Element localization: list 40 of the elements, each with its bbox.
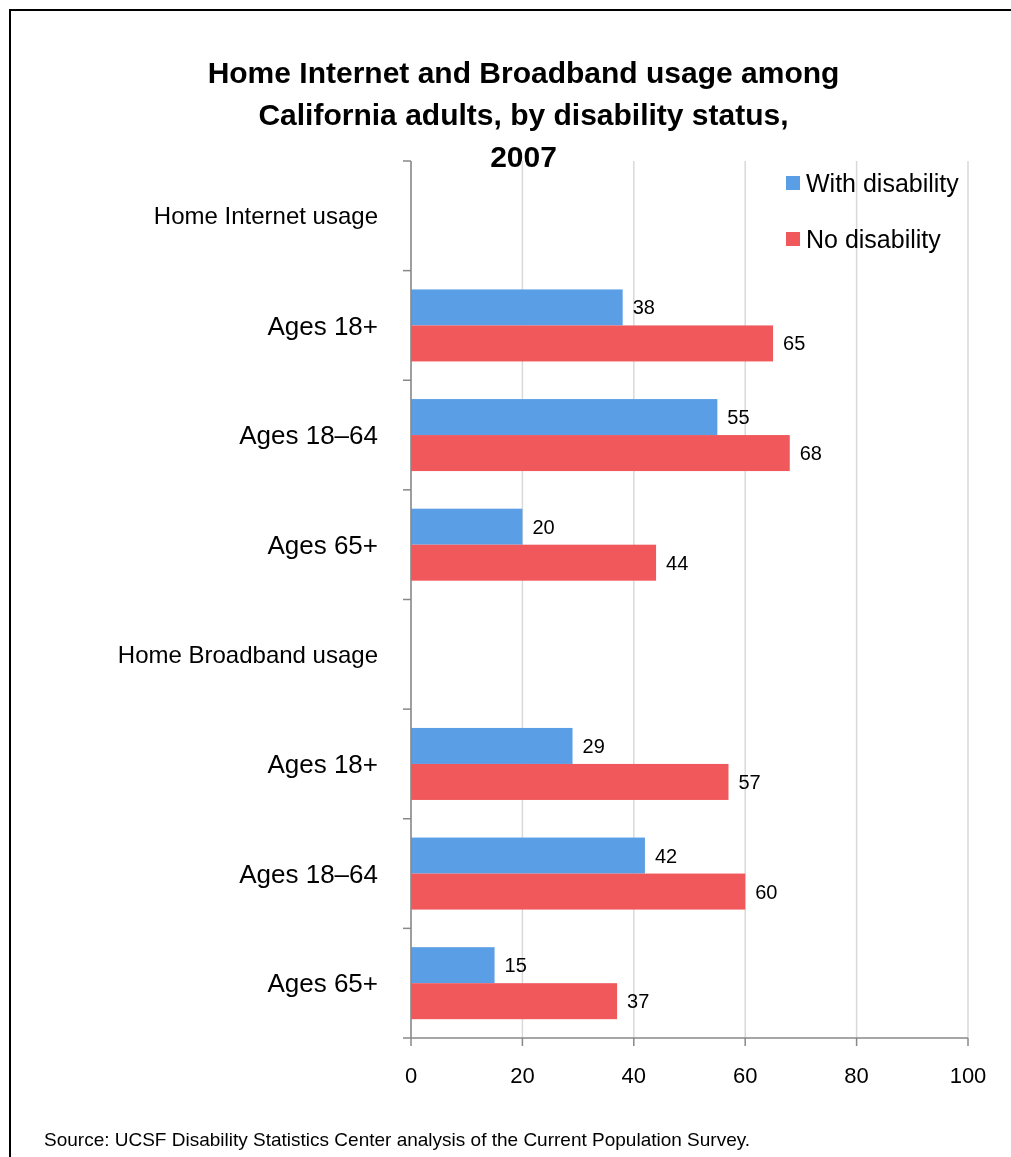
legend-label: No disability (806, 224, 942, 253)
y-tick-label: Ages 18+ (267, 749, 378, 780)
bar (411, 435, 790, 472)
data-label: 60 (755, 880, 778, 903)
bar (411, 399, 718, 436)
y-tick-label: Ages 18–64 (239, 858, 378, 889)
bar (411, 508, 523, 545)
data-label: 29 (582, 734, 605, 757)
x-tick-label: 40 (621, 1063, 647, 1088)
source-note: Source: UCSF Disability Statistics Center analysis of the Current Population Survey. (44, 1129, 751, 1150)
bar (411, 947, 495, 984)
data-label: 65 (783, 332, 806, 355)
x-tick-label: 80 (844, 1063, 869, 1088)
data-label: 38 (632, 296, 655, 319)
x-tick-label: 20 (510, 1063, 535, 1088)
data-label: 44 (666, 551, 689, 574)
y-tick-label: Ages 18–64 (239, 420, 378, 451)
y-tick-label: Home Broadband usage (117, 640, 378, 668)
bar (411, 983, 618, 1020)
y-tick-label: Ages 65+ (267, 529, 378, 560)
bar (411, 837, 645, 874)
bar (411, 763, 729, 800)
data-label: 57 (738, 770, 761, 793)
bar (411, 544, 657, 581)
bar (411, 873, 746, 910)
y-tick-label: Ages 18+ (267, 310, 378, 341)
data-label: 68 (799, 442, 823, 465)
data-label: 42 (654, 844, 678, 867)
bar (411, 325, 774, 362)
x-tick-label: 100 (949, 1063, 987, 1088)
data-label: 55 (727, 406, 750, 429)
data-label: 37 (627, 990, 650, 1013)
y-tick-label: Ages 65+ (267, 968, 378, 999)
bar (411, 289, 623, 326)
x-tick-label: 0 (404, 1063, 418, 1088)
y-tick-label: Home Internet usage (153, 202, 378, 230)
bar (411, 727, 573, 764)
data-label: 20 (532, 515, 555, 538)
x-tick-label: 60 (732, 1063, 758, 1088)
data-label: 15 (504, 954, 527, 977)
